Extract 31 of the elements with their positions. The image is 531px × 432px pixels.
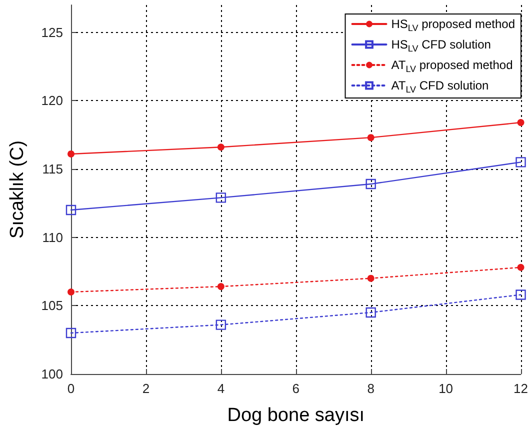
point	[367, 134, 374, 142]
point	[517, 264, 524, 271]
x-tick-label: 8	[367, 381, 374, 396]
x-axis-title: Dog bone sayısı	[227, 405, 365, 426]
point	[366, 307, 376, 318]
point	[366, 178, 376, 190]
point	[367, 274, 374, 282]
x-tick-label: 12	[514, 381, 528, 396]
y-axis-title: Sıcaklık (C)	[7, 140, 28, 239]
y-tick-label: 115	[42, 162, 63, 176]
y-tick-label: 125	[41, 24, 63, 40]
y-tick-label: 110	[42, 230, 63, 245]
x-tick-label: 6	[292, 381, 300, 396]
y-tick-label: 120	[41, 93, 63, 108]
point	[68, 150, 74, 158]
x-tick-label: 0	[67, 381, 75, 396]
y-tick-label: 105	[41, 298, 63, 314]
point	[217, 283, 224, 290]
point	[68, 288, 74, 296]
x-tick-label: 4	[217, 381, 225, 396]
point	[216, 320, 226, 330]
point	[216, 192, 226, 203]
point	[516, 290, 526, 300]
point	[516, 157, 526, 168]
x-tick-label: 10	[438, 381, 454, 396]
point	[66, 204, 76, 216]
point	[66, 328, 76, 338]
point	[517, 119, 524, 126]
x-tick-label: 2	[142, 381, 150, 396]
point	[217, 144, 224, 151]
y-tick-label: 100	[41, 366, 63, 382]
